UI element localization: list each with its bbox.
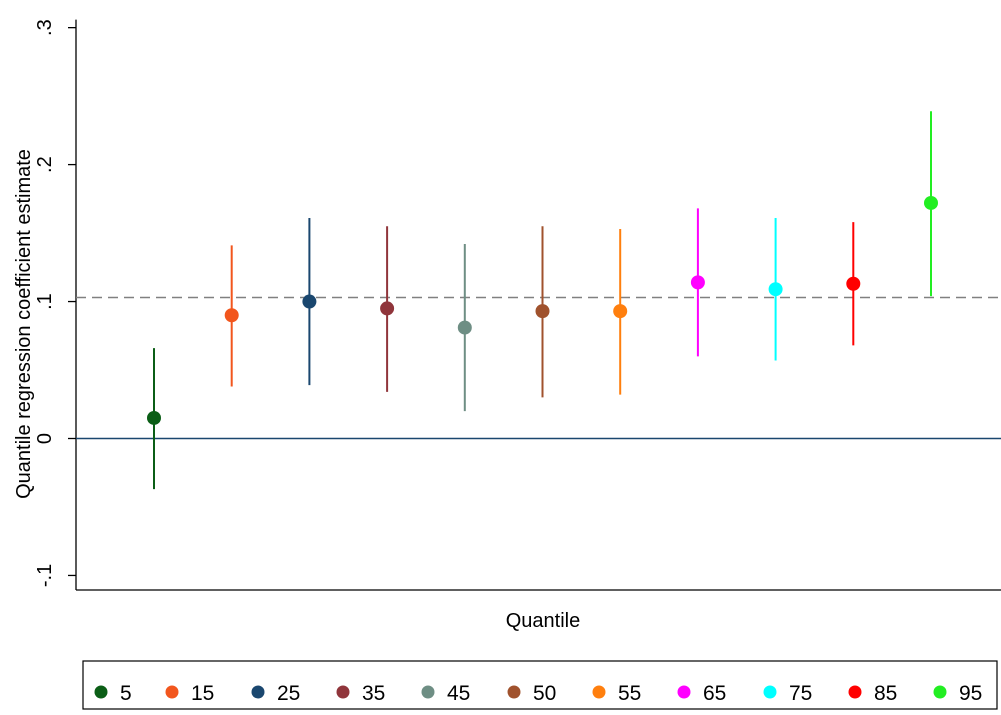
point-45 <box>457 320 472 335</box>
legend-marker-50 <box>507 685 521 699</box>
legend-marker-15 <box>165 685 179 699</box>
y-tick-label: .1 <box>34 293 56 310</box>
point-25 <box>302 294 317 309</box>
legend-label-15: 15 <box>191 682 214 705</box>
x-axis-title: Quantile <box>506 610 581 632</box>
legend-marker-85 <box>848 685 862 699</box>
point-95 <box>924 195 938 210</box>
legend-box <box>82 660 998 710</box>
legend-label-95: 95 <box>959 682 982 705</box>
point-85 <box>846 276 861 291</box>
y-tick-label: 0 <box>34 433 56 444</box>
legend-label-5: 5 <box>120 682 132 705</box>
legend-label-25: 25 <box>277 682 300 705</box>
legend-marker-95 <box>933 685 947 699</box>
legend-marker-75 <box>763 685 777 699</box>
legend-label-35: 35 <box>362 682 385 705</box>
point-5 <box>147 410 161 425</box>
legend-label-50: 50 <box>533 682 556 705</box>
legend-marker-35 <box>336 685 350 699</box>
legend-label-65: 65 <box>703 682 726 705</box>
point-75 <box>768 282 783 297</box>
y-axis-title: Quantile regression coefficient estimate <box>13 149 35 499</box>
point-55 <box>613 304 628 319</box>
legend-marker-45 <box>421 685 435 699</box>
y-tick-label: .3 <box>34 19 56 36</box>
point-50 <box>535 304 550 319</box>
y-tick-label: -.1 <box>34 564 56 587</box>
legend-marker-5 <box>94 685 108 699</box>
legend: 5 15 25 35 45 50 55 65 75 85 95 <box>82 660 998 710</box>
legend-label-85: 85 <box>874 682 897 705</box>
legend-label-75: 75 <box>789 682 812 705</box>
point-65 <box>690 275 705 290</box>
legend-marker-25 <box>251 685 265 699</box>
legend-marker-65 <box>677 685 691 699</box>
legend-label-55: 55 <box>618 682 641 705</box>
plot-area: -.1 0 .1 .2 .3 <box>34 19 1001 591</box>
y-tick-label: .2 <box>34 156 56 173</box>
point-15 <box>224 308 239 323</box>
legend-label-45: 45 <box>447 682 470 705</box>
point-35 <box>380 301 395 316</box>
legend-marker-55 <box>592 685 606 699</box>
